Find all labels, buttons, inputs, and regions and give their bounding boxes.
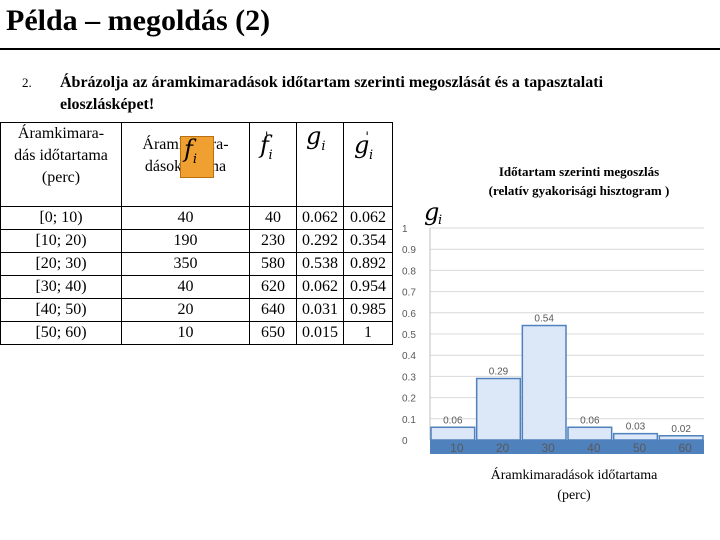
table-row: [40; 50) 20 640 0.031 0.985 (0, 298, 393, 322)
chart-y-tick-label: 0.8 (402, 266, 416, 277)
chart-x-axis-label-line1: Áramkimaradások időtartama (490, 468, 658, 483)
chart-title-block: Időtartam szerinti megoszlás (relatív gy… (454, 162, 704, 200)
table-row: [20; 30) 350 580 0.538 0.892 (0, 252, 393, 276)
chart-y-tick-label: 0.2 (402, 394, 416, 405)
chart-y-tick-label: 0.9 (402, 245, 416, 256)
chart-x-tick-label: 30 (541, 441, 555, 455)
chart-subtitle: (relatív gyakorisági hisztogram ) (488, 183, 670, 198)
header-count: Áramkimara- dások száma fi (121, 122, 250, 207)
chart-x-axis-band (430, 440, 704, 454)
cell-count: 350 (121, 252, 250, 276)
chart-data-label: 0.06 (443, 415, 463, 426)
table-row: [10; 20) 190 230 0.292 0.354 (0, 229, 393, 253)
chart-y-tick-label: 0.4 (402, 351, 416, 362)
chart-data-label: 0.02 (671, 424, 691, 435)
header-interval-line1: Áramkimara- (17, 125, 105, 142)
cell-cum-count: 640 (249, 298, 297, 322)
cell-rel: 0.292 (296, 229, 344, 253)
cell-cum-count: 620 (249, 275, 297, 299)
chart-data-label: 0.29 (489, 367, 509, 378)
chart-y-tick-label: 0.6 (402, 309, 416, 320)
slide-title: Példa – megoldás (2) (6, 4, 271, 37)
chart-y-tick-label: 0 (402, 436, 408, 447)
header-cum-rel: g'i (343, 122, 393, 207)
table-header-row: Áramkimara- dás időtartama (perc) Áramki… (0, 122, 393, 207)
header-cum-count: f'i (249, 122, 297, 207)
chart-y-tick-label: 0.3 (402, 372, 416, 383)
chart-x-tick-label: 10 (450, 441, 464, 455)
title-divider (0, 48, 720, 50)
chart-bar (567, 426, 613, 441)
cell-interval: [30; 40) (0, 275, 122, 299)
frequency-table: Áramkimara- dás időtartama (perc) Áramki… (0, 122, 393, 345)
cell-rel: 0.062 (296, 275, 344, 299)
chart-bar (658, 435, 704, 441)
cell-count: 10 (121, 321, 250, 345)
chart-y-axis-label: g (424, 198, 439, 226)
cell-interval: [0; 10) (0, 206, 122, 230)
chart-bar (612, 432, 659, 441)
chart-x-axis-label: Áramkimaradások időtartama (perc) (464, 466, 684, 506)
chart-bar (521, 324, 567, 441)
header-rel: gi (296, 122, 344, 207)
task-text: Ábrázolja az áramkimaradások időtartam s… (60, 74, 604, 113)
cell-interval: [10; 20) (0, 229, 122, 253)
chart-y-tick-label: 0.5 (402, 330, 416, 341)
cell-rel: 0.062 (296, 206, 344, 230)
cell-rel: 0.031 (296, 298, 344, 322)
chart-x-tick-label: 60 (678, 441, 692, 455)
chart-x-axis-label-line2: (perc) (557, 488, 591, 503)
gi-prime-symbol: g'i (354, 130, 374, 163)
chart-y-tick-label: 0.1 (402, 415, 416, 426)
cell-interval: [50; 60) (0, 321, 122, 345)
header-interval-line3: (perc) (41, 169, 81, 186)
chart-data-label: 0.54 (534, 314, 554, 325)
fi-prime-symbol: f'i (260, 130, 273, 163)
cell-cum-rel: 0.985 (343, 298, 393, 322)
cell-cum-count: 230 (249, 229, 297, 253)
gi-symbol: gi (306, 122, 326, 154)
frequency-table-container: Áramkimara- dás időtartama (perc) Áramki… (0, 122, 393, 345)
table-row: [0; 10) 40 40 0.062 0.062 (0, 206, 393, 230)
table-row: [50; 60) 10 650 0.015 1 (0, 321, 393, 345)
chart-y-tick-label: 1 (402, 224, 408, 235)
chart-x-tick-label: 40 (587, 441, 601, 455)
cell-cum-count: 650 (249, 321, 297, 345)
chart-y-axis-label-subscript: i (438, 213, 442, 228)
cell-count: 20 (121, 298, 250, 322)
chart-data-label: 0.06 (580, 415, 600, 426)
chart-title: Időtartam szerinti megoszlás (498, 164, 660, 179)
cell-count: 190 (121, 229, 250, 253)
header-interval: Áramkimara- dás időtartama (perc) (0, 122, 122, 207)
cell-count: 40 (121, 275, 250, 299)
chart-data-label: 0.03 (626, 422, 646, 433)
cell-cum-rel: 0.892 (343, 252, 393, 276)
chart-x-tick-label: 50 (633, 441, 647, 455)
cell-interval: [40; 50) (0, 298, 122, 322)
cell-cum-rel: 1 (343, 321, 393, 345)
chart-bar (475, 377, 522, 441)
fi-highlight-box (180, 136, 214, 178)
chart-bar (430, 426, 476, 441)
histogram-svg: gi 0 0.1 0.2 0.3 0.4 0.5 0.6 0.7 0.8 0.9 1 0.06 10 0.2… (402, 198, 704, 455)
header-interval-line2: dás időtartama (14, 147, 108, 164)
cell-cum-rel: 0.954 (343, 275, 393, 299)
table-row: [30; 40) 40 620 0.062 0.954 (0, 275, 393, 299)
cell-cum-count: 40 (249, 206, 297, 230)
cell-cum-count: 580 (249, 252, 297, 276)
cell-cum-rel: 0.062 (343, 206, 393, 230)
cell-count: 40 (121, 206, 250, 230)
cell-rel: 0.015 (296, 321, 344, 345)
histogram-chart: g i 0 0.1 0.2 0.3 0.4 0.5 0.6 0.7 0.8 0.9 1 0.06 10 0.2… (394, 160, 720, 540)
cell-cum-rel: 0.354 (343, 229, 393, 253)
cell-interval: [20; 30) (0, 252, 122, 276)
fi-symbol: fi (184, 135, 198, 167)
cell-rel: 0.538 (296, 252, 344, 276)
task-number: 2. (22, 75, 32, 90)
chart-y-tick-label: 0.7 (402, 288, 416, 299)
chart-x-tick-label: 20 (496, 441, 510, 455)
